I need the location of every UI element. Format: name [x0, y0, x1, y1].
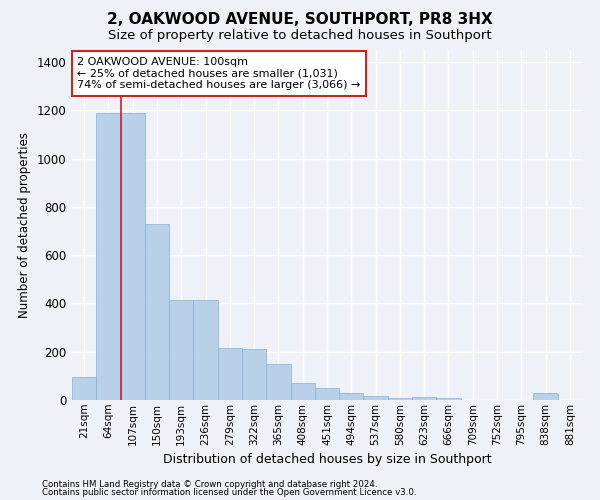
Bar [72, 377, 96, 400]
Y-axis label: Number of detached properties: Number of detached properties [18, 132, 31, 318]
Text: Contains HM Land Registry data © Crown copyright and database right 2024.: Contains HM Land Registry data © Crown c… [42, 480, 377, 489]
Bar [412, 396, 436, 400]
Bar [266, 364, 290, 400]
Bar [364, 396, 388, 400]
Bar [145, 224, 169, 400]
Bar [169, 300, 193, 400]
Bar [193, 300, 218, 400]
Bar [121, 113, 145, 400]
Bar [290, 383, 315, 400]
Bar [436, 398, 461, 400]
Bar [315, 388, 339, 400]
Text: 2 OAKWOOD AVENUE: 100sqm
← 25% of detached houses are smaller (1,031)
74% of sem: 2 OAKWOOD AVENUE: 100sqm ← 25% of detach… [77, 57, 361, 90]
Bar [218, 348, 242, 400]
Text: 2, OAKWOOD AVENUE, SOUTHPORT, PR8 3HX: 2, OAKWOOD AVENUE, SOUTHPORT, PR8 3HX [107, 12, 493, 28]
Bar [242, 350, 266, 400]
X-axis label: Distribution of detached houses by size in Southport: Distribution of detached houses by size … [163, 453, 491, 466]
Bar [388, 398, 412, 400]
Bar [96, 113, 121, 400]
Bar [533, 393, 558, 400]
Bar [339, 393, 364, 400]
Text: Contains public sector information licensed under the Open Government Licence v3: Contains public sector information licen… [42, 488, 416, 497]
Text: Size of property relative to detached houses in Southport: Size of property relative to detached ho… [108, 29, 492, 42]
